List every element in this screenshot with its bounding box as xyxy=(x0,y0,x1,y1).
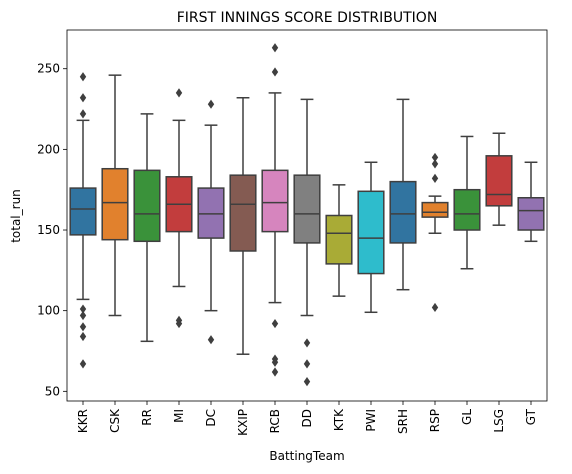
box-dd xyxy=(293,174,321,244)
outlier-dc-1 xyxy=(207,335,215,345)
box-pwi xyxy=(357,190,385,275)
outlier-rcb-5 xyxy=(271,367,279,377)
box-rsp xyxy=(421,201,449,218)
outlier-kkr-6 xyxy=(79,331,87,342)
box-ktk xyxy=(325,214,353,265)
outlier-mi-2 xyxy=(175,318,183,329)
x-tick-label-dc: DC xyxy=(204,409,218,427)
y-tick-label-150: 150 xyxy=(37,223,60,237)
box-kkr xyxy=(69,187,97,236)
x-tick-label-csk: CSK xyxy=(108,408,122,433)
x-tick-label-lsg: LSG xyxy=(492,409,506,433)
x-tick-label-kkr: KKR xyxy=(76,409,90,433)
box-gl xyxy=(453,188,481,231)
outlier-rcb-1 xyxy=(271,67,279,77)
y-tick-label-200: 200 xyxy=(37,142,60,156)
x-tick-label-rr: RR xyxy=(140,409,154,426)
outlier-kkr-2 xyxy=(79,72,87,82)
x-tick-label-rcb: RCB xyxy=(268,409,282,433)
outlier-mi-0 xyxy=(175,88,183,98)
outlier-kkr-3 xyxy=(79,304,87,314)
x-tick-label-srh: SRH xyxy=(396,409,410,434)
x-axis-label: BattingTeam xyxy=(269,449,344,463)
x-tick-label-pwi: PWI xyxy=(364,409,378,432)
outlier-dd-1 xyxy=(303,359,311,369)
box-kxip xyxy=(229,174,257,252)
x-tick-label-gl: GL xyxy=(460,409,474,425)
outlier-kkr-1 xyxy=(79,93,87,103)
outlier-kkr-5 xyxy=(79,322,87,332)
axes-frame xyxy=(66,29,548,402)
x-tick-label-dd: DD xyxy=(300,409,314,427)
box-rr xyxy=(133,169,161,243)
y-axis-label: total_run xyxy=(9,189,23,243)
outlier-rsp-1 xyxy=(431,159,439,169)
x-tick-label-rsp: RSP xyxy=(428,409,442,432)
x-tick-label-ktk: KTK xyxy=(332,408,346,431)
box-srh xyxy=(389,180,417,244)
box-lsg xyxy=(485,155,513,207)
outlier-rsp-3 xyxy=(431,302,439,313)
outlier-dd-2 xyxy=(303,377,311,387)
outlier-kkr-4 xyxy=(79,310,87,321)
x-tick-label-kxip: KXIP xyxy=(236,409,250,436)
y-tick-label-250: 250 xyxy=(37,62,60,76)
box-csk xyxy=(101,167,129,241)
y-tick-label-100: 100 xyxy=(37,304,60,318)
box-dc xyxy=(197,187,225,239)
y-tick-label-50: 50 xyxy=(45,384,60,398)
x-tick-label-mi: MI xyxy=(172,409,186,423)
box-rcb xyxy=(261,169,289,233)
outlier-rcb-2 xyxy=(271,318,279,329)
outlier-kkr-0 xyxy=(79,109,87,119)
x-tick-label-gt: GT xyxy=(524,408,538,425)
outlier-dc-0 xyxy=(207,99,215,109)
outlier-rsp-0 xyxy=(431,152,439,163)
box-gt xyxy=(517,197,545,231)
outlier-dd-0 xyxy=(303,338,311,348)
outlier-rcb-0 xyxy=(271,43,279,53)
outlier-rsp-2 xyxy=(431,173,439,183)
outlier-kkr-7 xyxy=(79,359,87,369)
outlier-rcb-4 xyxy=(271,357,279,367)
plot-area: KKR CSK RR MI DC KXIP RCB DD KTK PWI SRH RSP GL LSG GT… xyxy=(37,29,548,436)
chart-title: FIRST INNINGS SCORE DISTRIBUTION xyxy=(177,10,438,26)
